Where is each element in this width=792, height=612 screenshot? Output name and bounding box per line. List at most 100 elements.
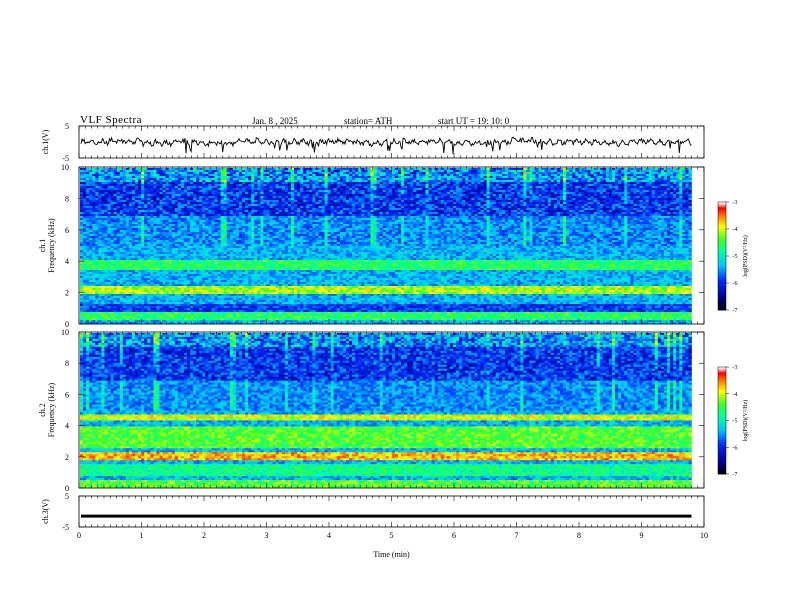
heatmap-cell	[432, 202, 435, 204]
heatmap-cell	[279, 212, 282, 214]
heatmap-cell	[673, 210, 676, 212]
heatmap-cell	[465, 212, 468, 214]
heatmap-cell	[334, 216, 337, 218]
heatmap-cell	[517, 176, 520, 178]
heatmap-cell	[285, 200, 288, 202]
heatmap-cell	[141, 204, 144, 206]
heatmap-cell	[144, 212, 147, 214]
heatmap-cell	[413, 206, 416, 208]
heatmap-cell	[187, 170, 190, 172]
heatmap-cell	[484, 194, 487, 196]
heatmap-cell	[230, 216, 233, 218]
heatmap-cell	[688, 176, 691, 178]
heatmap-cell	[410, 200, 413, 202]
heatmap-cell	[426, 178, 429, 180]
heatmap-cell	[588, 188, 591, 190]
heatmap-cell	[398, 210, 401, 212]
heatmap-cell	[520, 202, 523, 204]
heatmap-cell	[135, 182, 138, 184]
heatmap-cell	[395, 184, 398, 186]
heatmap-cell	[493, 174, 496, 176]
heatmap-cell	[490, 186, 493, 188]
heatmap-cell	[511, 216, 514, 218]
heatmap-cell	[199, 172, 202, 174]
heatmap-cell	[230, 174, 233, 176]
heatmap-cell	[624, 188, 627, 190]
heatmap-cell	[643, 212, 646, 214]
heatmap-cell	[588, 184, 591, 186]
heatmap-cell	[309, 192, 312, 194]
heatmap-cell	[432, 208, 435, 210]
heatmap-cell	[688, 202, 691, 204]
heatmap-cell	[367, 202, 370, 204]
heatmap-cell	[346, 174, 349, 176]
heatmap-cell	[83, 182, 86, 184]
heatmap-cell	[419, 200, 422, 202]
heatmap-cell	[380, 200, 383, 202]
heatmap-cell	[569, 206, 572, 208]
heatmap-cell	[554, 200, 557, 202]
heatmap-cell	[563, 190, 566, 192]
heatmap-cell	[111, 210, 114, 212]
heatmap-cell	[306, 190, 309, 192]
heatmap-cell	[358, 202, 361, 204]
heatmap-cell	[361, 198, 364, 200]
heatmap-cell	[487, 216, 490, 218]
heatmap-cell	[193, 180, 196, 182]
heatmap-cell	[144, 208, 147, 210]
heatmap-cell	[407, 206, 410, 208]
heatmap-cell	[386, 188, 389, 190]
heatmap-cell	[95, 180, 98, 182]
heatmap-cell	[609, 210, 612, 212]
heatmap-cell	[517, 182, 520, 184]
heatmap-cell	[156, 198, 159, 200]
heatmap-cell	[236, 202, 239, 204]
heatmap-cell	[624, 174, 627, 176]
heatmap-cell	[386, 180, 389, 182]
heatmap-cell	[312, 210, 315, 212]
heatmap-cell	[86, 204, 89, 206]
heatmap-cell	[462, 196, 465, 198]
heatmap-cell	[184, 192, 187, 194]
heatmap-cell	[496, 170, 499, 172]
heatmap-cell	[334, 214, 337, 216]
heatmap-cell	[581, 212, 584, 214]
heatmap-cell	[129, 172, 132, 174]
heatmap-cell	[230, 206, 233, 208]
heatmap-cell	[193, 200, 196, 202]
heatmap-cell	[377, 180, 380, 182]
heatmap-cell	[86, 196, 89, 198]
heatmap-cell	[557, 200, 560, 202]
heatmap-cell	[282, 174, 285, 176]
heatmap-cell	[334, 198, 337, 200]
heatmap-cell	[591, 172, 594, 174]
heatmap-cell	[123, 190, 126, 192]
heatmap-cell	[471, 176, 474, 178]
heatmap-cell	[215, 210, 218, 212]
heatmap-cell	[126, 202, 129, 204]
heatmap-cell	[682, 184, 685, 186]
heatmap-cell	[487, 208, 490, 210]
heatmap-cell	[655, 172, 658, 174]
heatmap-cell	[303, 174, 306, 176]
heatmap-cell	[499, 206, 502, 208]
heatmap-cell	[597, 216, 600, 218]
heatmap-cell	[517, 172, 520, 174]
heatmap-cell	[132, 174, 135, 176]
heatmap-cell	[679, 196, 682, 198]
heatmap-cell	[352, 186, 355, 188]
heatmap-cell	[132, 182, 135, 184]
heatmap-cell	[419, 172, 422, 174]
heatmap-cell	[150, 182, 153, 184]
heatmap-cell	[273, 176, 276, 178]
heatmap-cell	[438, 180, 441, 182]
heatmap-cell	[484, 214, 487, 216]
heatmap-cell	[355, 170, 358, 172]
heatmap-cell	[312, 194, 315, 196]
heatmap-cell	[627, 176, 630, 178]
heatmap-cell	[208, 208, 211, 210]
heatmap-cell	[273, 186, 276, 188]
heatmap-cell	[444, 210, 447, 212]
heatmap-cell	[117, 188, 120, 190]
heatmap-cell	[169, 186, 172, 188]
